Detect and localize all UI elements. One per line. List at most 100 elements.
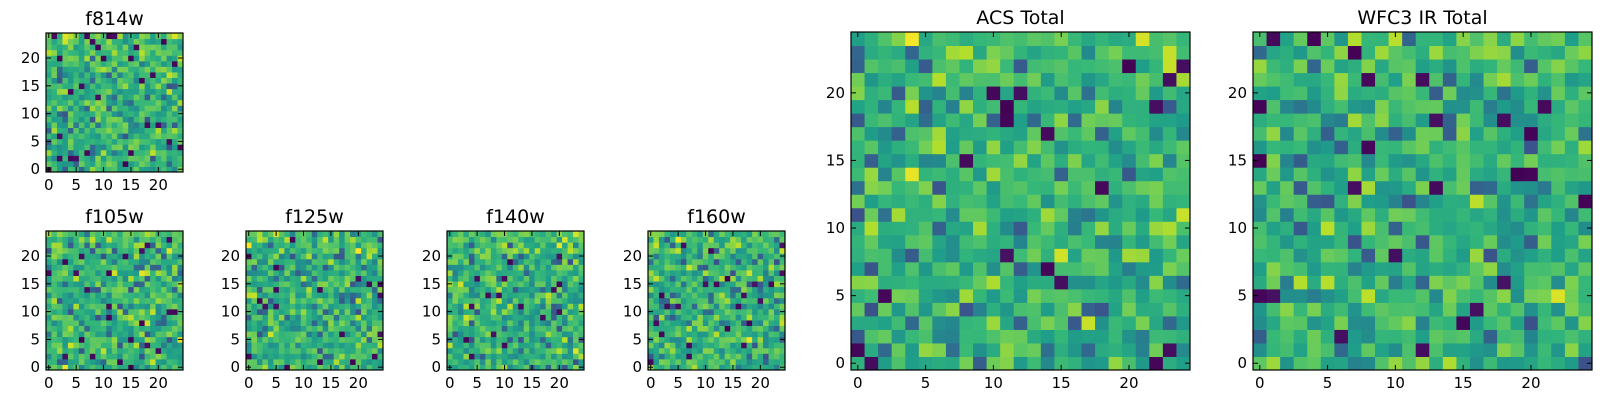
heatmap-cell: [150, 292, 157, 299]
heatmap-cell: [1375, 113, 1390, 128]
heatmap-cell: [1334, 99, 1349, 114]
heatmap-cell: [457, 275, 464, 282]
heatmap-cell: [333, 269, 340, 276]
heatmap-cell: [496, 292, 503, 299]
heatmap-cell: [62, 49, 69, 56]
heatmap-cell: [1293, 248, 1308, 263]
heatmap-cell: [1135, 302, 1150, 317]
heatmap-cell: [1429, 207, 1444, 222]
heatmap-cell: [496, 358, 503, 365]
heatmap-cell: [117, 347, 124, 354]
heatmap-cell: [1537, 329, 1552, 344]
heatmap-cell: [1293, 342, 1308, 357]
heatmap-cell: [518, 297, 525, 304]
heatmap-cell: [702, 269, 709, 276]
heatmap-cell: [768, 347, 775, 354]
heatmap-cell: [485, 314, 492, 321]
heatmap-cell: [1135, 126, 1150, 141]
heatmap-cell: [1162, 180, 1177, 195]
heatmap-cell: [111, 358, 118, 365]
heatmap-cell: [518, 358, 525, 365]
heatmap-cell: [350, 258, 357, 265]
heatmap-cell: [333, 364, 340, 371]
heatmap-cell: [702, 281, 709, 288]
heatmap-cell: [278, 342, 285, 349]
heatmap-cell: [457, 269, 464, 276]
heatmap-cell: [719, 292, 726, 299]
heatmap-cell: [1483, 86, 1498, 101]
heatmap-cell: [529, 297, 536, 304]
heatmap-cell: [653, 364, 660, 371]
heatmap-cell: [648, 264, 654, 271]
heatmap-cell: [256, 364, 263, 371]
heatmap-cell: [84, 331, 91, 338]
heatmap-cell: [468, 253, 475, 260]
heatmap-cell: [333, 358, 340, 365]
heatmap-acs-total: [851, 32, 1191, 371]
heatmap-cell: [267, 347, 274, 354]
heatmap-cell: [289, 347, 296, 354]
heatmap-cell: [67, 353, 74, 360]
heatmap-cell: [117, 308, 124, 315]
heatmap-cell: [73, 264, 80, 271]
heatmap-cell: [1388, 140, 1403, 155]
heatmap-cell: [278, 308, 285, 315]
heatmap-cell: [1307, 288, 1322, 303]
heatmap-cell: [1497, 329, 1512, 344]
heatmap-cell: [150, 166, 157, 173]
heatmap-cell: [289, 303, 296, 310]
y-tick-label: 20: [21, 247, 40, 265]
heatmap-cell: [251, 347, 258, 354]
heatmap-cell: [284, 236, 291, 243]
heatmap-cell: [51, 275, 58, 282]
heatmap-cell: [51, 364, 58, 371]
heatmap-cell: [117, 364, 124, 371]
heatmap-cell: [713, 286, 720, 293]
heatmap-cell: [73, 160, 80, 167]
heatmap-cell: [878, 275, 893, 290]
heatmap-cell: [62, 155, 69, 162]
heatmap-cell: [251, 336, 258, 343]
heatmap-cell: [945, 99, 960, 114]
heatmap-cell: [1013, 194, 1028, 209]
heatmap-cell: [155, 347, 162, 354]
heatmap-cell: [551, 308, 558, 315]
heatmap-cell: [1320, 248, 1335, 263]
heatmap-cell: [658, 258, 665, 265]
heatmap-cell: [741, 342, 748, 349]
heatmap-cell: [474, 242, 481, 249]
heatmap-cell: [529, 292, 536, 299]
heatmap-cell: [161, 236, 168, 243]
heatmap-cell: [89, 342, 96, 349]
heatmap-cell: [144, 253, 151, 260]
heatmap-cell: [648, 303, 654, 310]
heatmap-cell: [139, 342, 146, 349]
heatmap-cell: [117, 242, 124, 249]
heatmap-cell: [300, 269, 307, 276]
heatmap-cell: [534, 286, 541, 293]
heatmap-cell: [89, 297, 96, 304]
heatmap-cell: [945, 45, 960, 60]
heatmap-cell: [719, 236, 726, 243]
heatmap-cell: [713, 264, 720, 271]
heatmap-cell: [128, 149, 135, 156]
heatmap-cell: [490, 342, 497, 349]
heatmap-cell: [139, 60, 146, 67]
heatmap-cell: [122, 264, 129, 271]
heatmap-cell: [1524, 86, 1539, 101]
heatmap-cell: [1280, 207, 1295, 222]
heatmap-cell: [1108, 167, 1123, 182]
heatmap-cell: [507, 231, 514, 238]
heatmap-cell: [89, 303, 96, 310]
heatmap-cell: [322, 358, 329, 365]
heatmap-cell: [1266, 342, 1281, 357]
heatmap-cell: [317, 353, 324, 360]
heatmap-cell: [100, 110, 107, 117]
heatmap-cell: [62, 364, 69, 371]
heatmap-cell: [479, 325, 486, 332]
heatmap-cell: [267, 286, 274, 293]
heatmap-cell: [534, 247, 541, 254]
heatmap-cell: [463, 308, 470, 315]
heatmap-cell: [779, 319, 786, 327]
heatmap-cell: [350, 353, 357, 360]
